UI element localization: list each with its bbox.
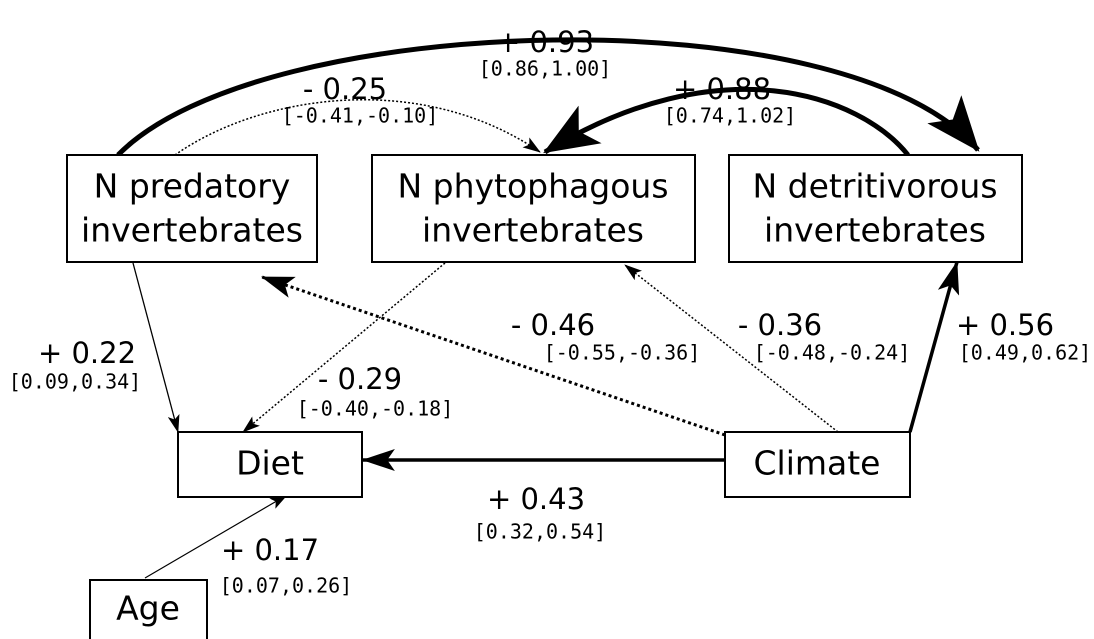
- node-box: [724, 431, 911, 498]
- edge-coefficient: + 0.88: [673, 72, 771, 106]
- node-label: invertebrates: [764, 211, 986, 250]
- node-label: N predatory: [94, 167, 291, 206]
- edge-arrow: [132, 262, 180, 433]
- edge-arrow: [908, 260, 960, 433]
- edge-interval: [-0.41,-0.10]: [282, 104, 439, 128]
- edge-coefficient: - 0.46: [511, 308, 595, 342]
- node-label: invertebrates: [81, 211, 303, 250]
- node-label: Age: [116, 589, 180, 628]
- edge-interval: [0.86,1.00]: [479, 57, 611, 81]
- node-label: Diet: [236, 444, 304, 483]
- node-label: N detritivorous: [752, 167, 997, 206]
- node-label: N phytophagous: [397, 167, 668, 206]
- edge-coefficient: + 0.17: [221, 533, 319, 567]
- node-box: [89, 579, 208, 639]
- edge-coefficient: + 0.93: [496, 25, 594, 59]
- edge-interval: [-0.48,-0.24]: [754, 341, 911, 365]
- edge-interval: [0.74,1.02]: [664, 104, 796, 128]
- edge-coefficient: + 0.43: [487, 482, 585, 516]
- edge-interval: [0.49,0.62]: [959, 341, 1091, 365]
- node-label: Climate: [754, 444, 881, 483]
- edge-interval: [-0.55,-0.36]: [544, 341, 701, 365]
- edge-interval: [-0.40,-0.18]: [297, 397, 454, 421]
- edge-arrow: [624, 264, 839, 433]
- edge-interval: [0.07,0.26]: [220, 574, 352, 598]
- edge-coefficient: - 0.36: [738, 308, 822, 342]
- node-box: [177, 431, 363, 498]
- edge-coefficient: - 0.29: [318, 362, 402, 396]
- edge-interval: [0.09,0.34]: [9, 370, 141, 394]
- edge-arrow: [116, 37, 980, 157]
- edge-coefficient: + 0.56: [956, 308, 1054, 342]
- node-box: [371, 154, 696, 263]
- edge-arrow: [144, 494, 288, 579]
- edge-coefficient: + 0.22: [38, 336, 136, 370]
- node-box: [728, 154, 1023, 263]
- node-box: [66, 154, 318, 263]
- edge-arrow: [543, 86, 910, 157]
- edge-interval: [0.32,0.54]: [474, 520, 606, 544]
- node-label: invertebrates: [422, 211, 644, 250]
- edge-arrow: [174, 99, 541, 156]
- edge-coefficient: - 0.25: [303, 72, 387, 106]
